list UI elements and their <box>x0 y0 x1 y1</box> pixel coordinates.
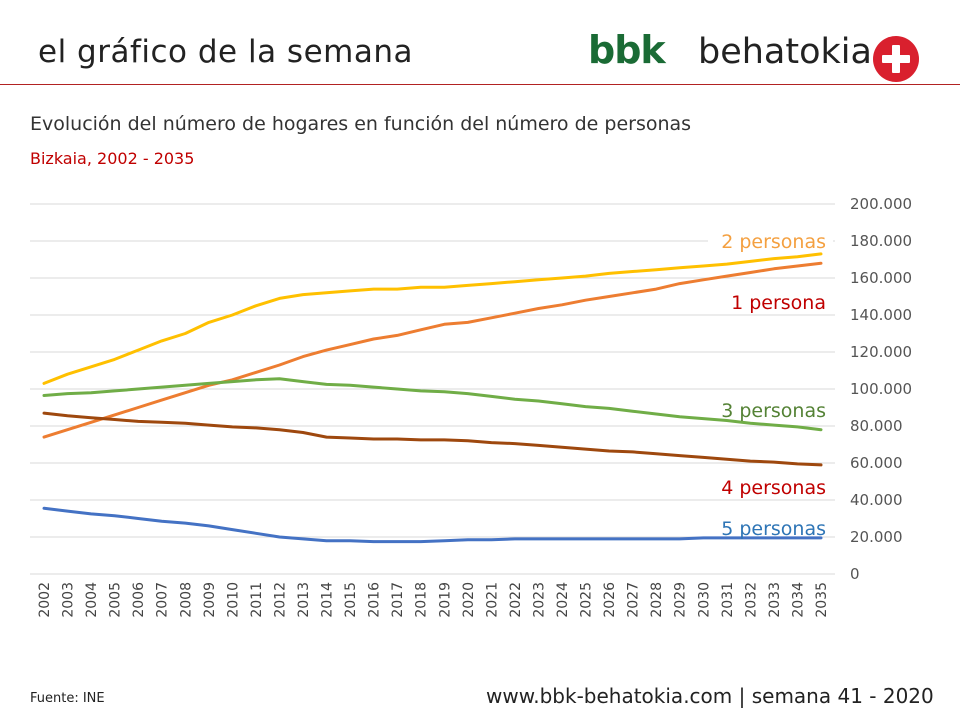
y-tick-label: 100.000 <box>850 380 912 398</box>
y-tick-label: 20.000 <box>850 528 903 546</box>
series-label: 4 personas <box>721 477 826 499</box>
y-tick-label: 120.000 <box>850 343 912 361</box>
x-tick-label: 2031 <box>720 582 736 618</box>
x-tick-label: 2010 <box>225 582 241 618</box>
y-tick-label: 0 <box>850 565 860 583</box>
y-tick-label: 200.000 <box>850 195 912 213</box>
x-tick-label: 2011 <box>249 582 265 618</box>
x-tick-label: 2008 <box>178 582 194 618</box>
header-divider <box>0 84 960 85</box>
x-tick-label: 2004 <box>84 582 100 618</box>
series-line-2-personas <box>42 252 823 385</box>
footer-site-link[interactable]: www.bbk-behatokia.com | semana 41 - 2020 <box>486 684 934 708</box>
chart-subtitle: Bizkaia, 2002 - 2035 <box>30 149 195 168</box>
series-line-3-personas <box>42 377 823 432</box>
y-tick-label: 40.000 <box>850 491 903 509</box>
x-tick-label: 2030 <box>696 582 712 618</box>
x-tick-label: 2016 <box>367 582 383 618</box>
chart-title: Evolución del número de hogares en funci… <box>30 113 692 135</box>
x-tick-label: 2009 <box>202 582 218 618</box>
source-note: Fuente: INE <box>30 691 105 706</box>
x-tick-label: 2007 <box>155 582 171 618</box>
x-tick-label: 2018 <box>414 582 430 618</box>
series-line-4-personas <box>42 411 823 467</box>
series-line-5-personas <box>42 506 823 544</box>
page-title: el gráfico de la semana <box>38 34 413 70</box>
x-tick-label: 2021 <box>484 582 500 618</box>
x-tick-label: 2005 <box>108 582 124 618</box>
x-tick-label: 2022 <box>508 582 524 618</box>
x-tick-label: 2032 <box>743 582 759 618</box>
x-tick-label: 2035 <box>814 582 830 618</box>
x-tick-label: 2002 <box>37 582 53 618</box>
y-tick-label: 160.000 <box>850 269 912 287</box>
x-tick-label: 2017 <box>390 582 406 618</box>
x-tick-label: 2034 <box>790 582 806 618</box>
x-tick-label: 2027 <box>626 582 642 618</box>
x-tick-label: 2029 <box>673 582 689 618</box>
x-tick-label: 2012 <box>272 582 288 618</box>
red-cross-icon <box>873 36 919 82</box>
label-background <box>708 222 833 250</box>
x-tick-label: 2023 <box>531 582 547 618</box>
x-tick-label: 2025 <box>579 582 595 618</box>
series-label: 3 personas <box>721 400 826 422</box>
series-label: 5 personas <box>721 518 826 540</box>
x-tick-label: 2020 <box>461 582 477 618</box>
series-label: 1 persona <box>731 292 826 314</box>
x-tick-label: 2003 <box>61 582 77 618</box>
y-tick-label: 180.000 <box>850 232 912 250</box>
x-tick-label: 2015 <box>343 582 359 618</box>
x-tick-label: 2014 <box>320 582 336 618</box>
y-tick-label: 60.000 <box>850 454 903 472</box>
x-tick-label: 2019 <box>437 582 453 618</box>
series-label: 2 personas <box>721 231 826 253</box>
x-tick-label: 2026 <box>602 582 618 618</box>
series-line-1-persona <box>42 261 823 439</box>
x-tick-label: 2028 <box>649 582 665 618</box>
x-tick-label: 2024 <box>555 582 571 618</box>
y-tick-label: 140.000 <box>850 306 912 324</box>
logo-behatokia-text: behatokia <box>698 32 872 72</box>
logo-bbk-text: bbk <box>588 28 666 72</box>
x-tick-label: 2006 <box>131 582 147 618</box>
x-tick-label: 2033 <box>767 582 783 618</box>
y-tick-label: 80.000 <box>850 417 903 435</box>
x-tick-label: 2013 <box>296 582 312 618</box>
